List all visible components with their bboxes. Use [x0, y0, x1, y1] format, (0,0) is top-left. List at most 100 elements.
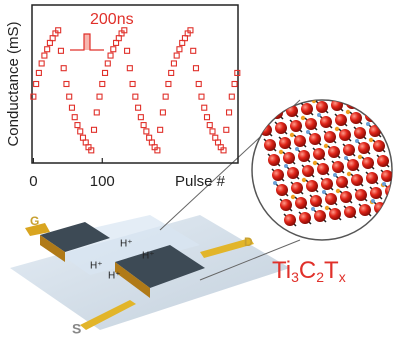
- marker: [195, 80, 202, 88]
- marker: [90, 126, 98, 133]
- atom: [284, 214, 296, 226]
- formula-part: x: [339, 269, 346, 285]
- atom: [339, 129, 351, 141]
- bond: [375, 100, 389, 106]
- atom: [347, 159, 359, 171]
- marker: [159, 109, 166, 116]
- atom: [313, 148, 325, 160]
- marker: [104, 60, 111, 67]
- marker: [93, 109, 100, 116]
- gate-label: G: [30, 214, 39, 228]
- marker: [107, 52, 114, 59]
- atom: [272, 169, 284, 181]
- atom-small: [317, 113, 321, 117]
- atom-small: [268, 104, 272, 108]
- atom-small: [357, 154, 363, 160]
- atom: [374, 202, 386, 214]
- atom: [279, 137, 291, 149]
- atom: [290, 120, 302, 132]
- atom: [298, 150, 310, 162]
- atom: [380, 108, 392, 120]
- atom: [287, 167, 299, 179]
- atom: [325, 193, 337, 205]
- bond: [379, 107, 392, 121]
- marker: [41, 52, 48, 59]
- marker: [132, 93, 139, 100]
- atom-small: [266, 104, 272, 110]
- atom: [291, 182, 303, 194]
- atom-small: [344, 156, 348, 160]
- atom: [332, 161, 344, 173]
- atom: [328, 146, 340, 158]
- marker: [187, 27, 194, 34]
- atom: [336, 176, 348, 188]
- atom: [376, 100, 388, 105]
- marker: [44, 46, 51, 53]
- atom: [346, 100, 358, 109]
- atom-small: [368, 137, 374, 143]
- plot-frame: [31, 4, 239, 164]
- marker: [121, 27, 128, 34]
- atom: [373, 140, 385, 152]
- atom-small: [289, 132, 295, 138]
- atom-small: [306, 130, 310, 134]
- marker: [192, 65, 200, 72]
- atom: [264, 139, 276, 151]
- marker: [223, 126, 230, 133]
- atom: [361, 100, 373, 107]
- atom-small: [278, 149, 284, 155]
- atom: [286, 105, 298, 117]
- atom: [256, 109, 268, 121]
- atom: [316, 101, 328, 113]
- atom-small: [257, 121, 261, 125]
- marker: [154, 147, 161, 154]
- atom: [344, 206, 356, 218]
- atom-small: [371, 199, 375, 203]
- atom: [355, 189, 367, 201]
- atom-small: [323, 143, 329, 149]
- marker: [38, 60, 45, 67]
- marker: [74, 122, 81, 129]
- marker: [57, 47, 64, 54]
- proton-label: H⁺: [108, 271, 121, 282]
- atom: [329, 208, 341, 220]
- atom-small: [322, 190, 326, 194]
- x-tick-label: 100: [90, 173, 115, 190]
- marker: [140, 122, 147, 129]
- bond: [255, 108, 269, 122]
- atom: [324, 131, 336, 143]
- drain-label: D: [244, 235, 253, 249]
- marker: [77, 128, 84, 135]
- atom: [389, 200, 392, 212]
- x-tick-label: 0: [29, 173, 37, 190]
- bond: [360, 100, 374, 108]
- pulse-annotation: 200ns: [90, 11, 134, 28]
- pulse-icon: [70, 33, 104, 51]
- marker: [96, 93, 103, 100]
- atom: [295, 197, 307, 209]
- atom-small: [324, 205, 330, 211]
- marker: [110, 46, 117, 53]
- atom-small: [311, 100, 317, 104]
- marker: [35, 69, 42, 76]
- marker: [135, 104, 142, 111]
- atom: [381, 170, 392, 182]
- device-illustration: G D S H⁺ H⁺ H⁺ H⁺ Ti3C2Tx: [10, 99, 393, 337]
- proton-label: H⁺: [90, 261, 103, 272]
- marker: [143, 128, 150, 135]
- atom-small: [366, 122, 370, 126]
- atom: [366, 172, 378, 184]
- y-axis-label: Conductance (mS): [5, 21, 22, 146]
- atom-small: [345, 109, 351, 115]
- marker: [55, 27, 62, 34]
- marker: [225, 109, 233, 116]
- marker: [63, 80, 70, 88]
- marker: [71, 114, 78, 121]
- atom: [321, 178, 333, 190]
- atom-small: [379, 120, 385, 126]
- marker: [66, 93, 73, 100]
- marker: [173, 52, 180, 59]
- marker: [88, 147, 95, 154]
- atom: [350, 112, 362, 124]
